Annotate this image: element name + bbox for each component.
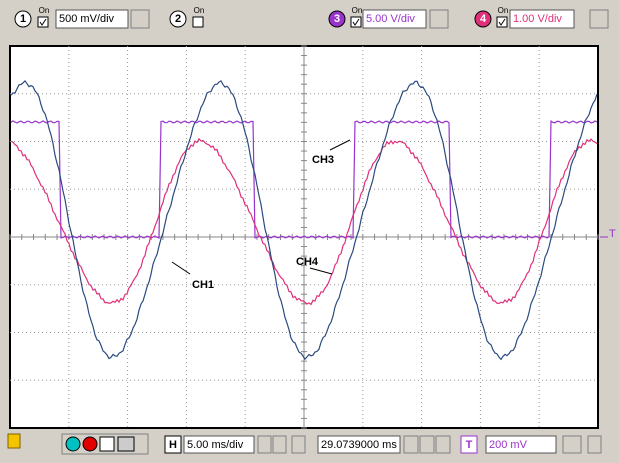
position-field[interactable] [317,435,401,454]
t-label: T [466,439,473,451]
scale-field[interactable] [362,9,427,29]
trigger-marker: T [609,228,616,240]
left-button[interactable] [403,435,419,454]
checkbox[interactable] [350,16,362,28]
stop-button[interactable] [82,436,98,452]
checkbox[interactable] [496,16,508,28]
label-pointer [171,261,191,275]
trace-label: CH3 [312,154,334,166]
on-label: On [39,6,50,15]
channel-number: 3 [334,13,340,25]
waveforms [10,79,598,361]
timebase-text: 5.00 ms/div [187,439,244,451]
label-pointer [329,139,351,151]
channel-3: 3 On 5.00 V/div [328,6,449,29]
channel-1: 1 On 500 mV/div [14,6,150,29]
position-text: 29.0739000 ms [321,439,397,451]
trace-label: CH4 [296,256,319,268]
ch3-trace [10,120,598,239]
scale-field[interactable] [509,9,575,29]
spinner[interactable] [562,435,582,454]
trigger-level-field[interactable] [485,435,557,454]
save-button[interactable] [99,436,115,452]
ch4-trace [10,137,598,306]
coupling-button[interactable] [130,9,150,29]
print-button[interactable] [117,436,135,452]
channel-badge[interactable] [169,10,187,28]
timebase-field[interactable] [183,435,255,454]
check [352,18,360,26]
channel-number: 1 [20,13,26,25]
button[interactable] [257,435,272,454]
channel-number: 4 [480,13,487,25]
check [498,18,506,26]
button[interactable] [587,435,602,454]
scale-field[interactable] [55,9,129,29]
on-label: On [352,6,363,15]
scale-text: 500 mV/div [59,13,115,25]
trigger-level-text: 200 mV [489,439,528,451]
on-label: On [498,6,509,15]
channel-badge[interactable] [474,10,492,28]
trace-label: CH1 [192,279,214,291]
channel-number: 2 [175,13,181,25]
checkbox[interactable] [37,16,49,28]
button[interactable] [272,435,287,454]
ch1-trace [10,79,598,361]
channel-badge[interactable] [328,10,346,28]
checkbox[interactable] [192,16,204,28]
channel-2: 2 On [169,6,205,28]
cursor-icon[interactable] [7,433,21,449]
h-badge [164,435,182,454]
channel-4: 4 On 1.00 V/div [474,6,609,29]
run-button[interactable] [65,436,81,452]
coupling-button[interactable] [429,9,449,29]
check [39,18,47,26]
h-label: H [169,439,177,451]
on-label: On [194,6,205,15]
t-badge [460,435,478,454]
channel-badge[interactable] [14,10,32,28]
right-button[interactable] [435,435,451,454]
zero-button[interactable] [419,435,435,454]
coupling-button[interactable] [589,9,609,29]
button[interactable] [291,435,306,454]
label-pointer [309,267,333,275]
scale-text: 5.00 V/div [366,13,415,25]
scale-text: 1.00 V/div [513,13,562,25]
